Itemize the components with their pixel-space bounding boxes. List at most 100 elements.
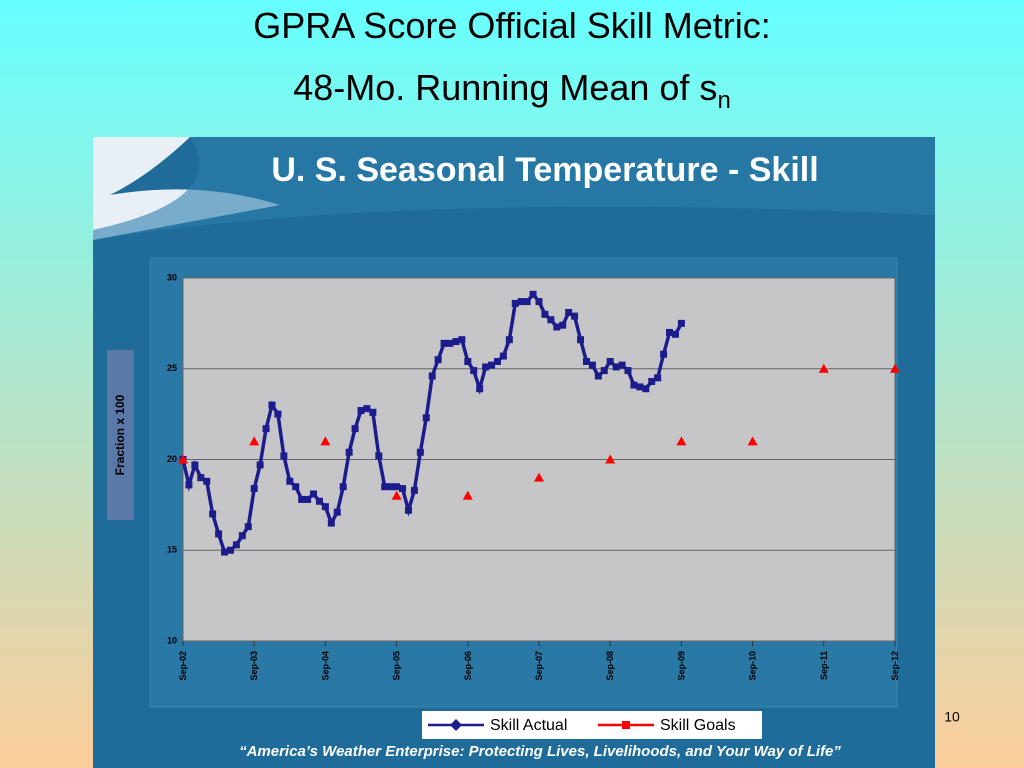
data-point xyxy=(250,485,258,493)
banner-band xyxy=(93,137,935,240)
data-point xyxy=(642,385,650,393)
legend-marker xyxy=(450,719,462,731)
y-tick-label: 20 xyxy=(167,454,177,464)
data-point xyxy=(203,477,211,485)
data-point xyxy=(666,328,674,336)
goal-marker xyxy=(890,363,900,373)
plot: 10 15 20 25 30 Sep-02 Sep-03 Sep-04 Sep-05 Sep-06… xyxy=(167,272,900,681)
data-point xyxy=(274,410,282,418)
data-point xyxy=(315,497,323,505)
data-point xyxy=(482,363,490,371)
x-tick-label: Sep-06 xyxy=(463,651,473,681)
data-point xyxy=(476,385,484,393)
data-point xyxy=(357,406,365,414)
y-tick-label: 10 xyxy=(167,635,177,645)
x-tick-label: Sep-04 xyxy=(320,651,330,681)
data-point xyxy=(577,336,585,344)
data-point xyxy=(185,481,193,489)
data-point xyxy=(410,486,418,494)
data-point xyxy=(606,357,614,365)
data-point xyxy=(209,510,217,518)
goal-marker xyxy=(320,436,331,446)
data-point xyxy=(197,474,205,482)
data-point xyxy=(630,381,638,389)
data-point xyxy=(600,367,608,375)
data-point xyxy=(381,483,389,491)
x-tick-label: Sep-10 xyxy=(748,651,758,681)
data-point xyxy=(488,361,496,369)
data-point xyxy=(262,425,270,433)
x-tick-label: Sep-05 xyxy=(392,651,402,681)
goal-marker xyxy=(391,490,402,500)
data-point xyxy=(422,414,430,422)
goal-marker xyxy=(249,436,260,446)
data-point xyxy=(446,339,454,347)
goal-marker xyxy=(534,472,544,482)
data-point xyxy=(588,361,596,369)
banner-swoosh xyxy=(93,137,280,240)
goal-marker xyxy=(676,436,687,446)
data-point xyxy=(327,519,335,527)
data-point xyxy=(535,298,543,306)
legend-label: Skill Actual xyxy=(490,717,567,734)
data-point xyxy=(387,483,395,491)
goal-marker xyxy=(818,363,829,373)
data-point xyxy=(517,298,525,306)
data-point xyxy=(523,298,531,306)
data-point xyxy=(571,312,579,320)
legend-items: Skill Actual Skill Goals xyxy=(428,717,736,734)
data-point xyxy=(244,523,252,531)
title-text: 48-Mo. Running Mean of s xyxy=(293,67,717,108)
data-point xyxy=(345,448,353,456)
footer: “America’s Weather Enterprise: Protectin… xyxy=(239,743,841,760)
x-tick-label: Sep-02 xyxy=(178,651,188,681)
data-point xyxy=(618,361,626,369)
data-point xyxy=(256,461,264,469)
x-tick-label: Sep-03 xyxy=(249,651,259,681)
data-point xyxy=(594,372,602,380)
data-point xyxy=(493,357,501,365)
data-point xyxy=(582,357,590,365)
data-point xyxy=(321,503,329,511)
data-point xyxy=(452,338,460,346)
data-point xyxy=(399,485,407,493)
x-tick-label: Sep-11 xyxy=(819,651,829,680)
data-point xyxy=(499,352,507,360)
data-point xyxy=(464,357,472,365)
data-point xyxy=(369,408,377,416)
data-point xyxy=(511,299,519,307)
data-point xyxy=(671,330,679,338)
data-point xyxy=(221,548,229,556)
y-tick-label: 30 xyxy=(167,272,177,282)
data-point xyxy=(304,495,312,503)
data-point xyxy=(280,452,288,460)
x-tick-label: Sep-12 xyxy=(890,651,900,681)
data-point xyxy=(232,541,240,549)
chart-title: U. S. Seasonal Temperature - Skill xyxy=(271,151,818,189)
data-point xyxy=(351,425,359,433)
data-point xyxy=(636,383,644,391)
data-point xyxy=(393,483,401,491)
goal-marker xyxy=(178,454,188,464)
legend-label: Skill Goals xyxy=(660,717,736,734)
data-point xyxy=(654,374,662,382)
data-point xyxy=(428,372,436,380)
data-point xyxy=(416,448,424,456)
data-point xyxy=(191,461,199,469)
data-point xyxy=(310,490,318,498)
y-axis-label: Fraction x 100 xyxy=(113,394,127,475)
slide-title: GPRA Score Official Skill Metric: xyxy=(253,5,770,46)
data-point xyxy=(434,356,442,364)
data-point xyxy=(553,323,561,331)
title-subscript: n xyxy=(717,87,730,114)
data-point xyxy=(363,405,371,413)
y-tick-label: 15 xyxy=(167,545,177,555)
legend-marker xyxy=(622,721,630,729)
data-point xyxy=(238,532,246,540)
page-number: 10 xyxy=(944,709,960,725)
data-point xyxy=(215,530,223,538)
data-point xyxy=(565,308,573,316)
y-tick-label: 25 xyxy=(167,363,177,373)
data-point xyxy=(375,452,383,460)
data-point xyxy=(404,506,412,514)
